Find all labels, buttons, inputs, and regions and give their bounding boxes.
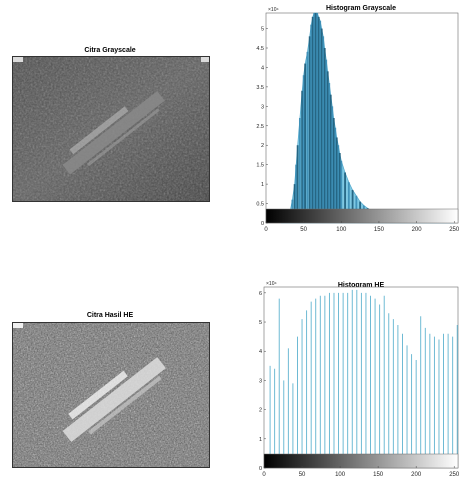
histogram-bar (328, 83, 331, 223)
y-tick-label: 1.5 (256, 163, 264, 169)
histogram-bar (293, 184, 296, 223)
histogram-bar (319, 20, 322, 224)
y-tick-label: 4 (261, 65, 264, 71)
histogram-bar (301, 90, 304, 224)
histogram-bar (296, 145, 299, 223)
histogram-bar (334, 127, 337, 223)
gray-image-panel: Citra Grayscale (0, 0, 230, 247)
histogram-bar (311, 16, 314, 224)
x-tick-label: 200 (411, 472, 422, 478)
chart-grayscale-title: Histogram Grayscale (325, 5, 397, 12)
y-tick-label: 2 (259, 408, 262, 414)
y-tick-label: 4 (259, 349, 262, 355)
histogram-bar (338, 153, 341, 223)
histogram-bar (332, 118, 335, 223)
intensity-colorbar (265, 208, 459, 224)
histogram-bar (304, 63, 307, 223)
he-result-image (12, 322, 210, 468)
y-tick-label: 5 (261, 27, 264, 33)
histogram-bar (316, 13, 319, 223)
gray-image-title: Citra Grayscale (84, 47, 136, 54)
x-tick-label: 100 (336, 227, 347, 233)
y-tick-label: 2.5 (256, 124, 264, 130)
x-tick-label: 150 (373, 472, 384, 478)
he-image-title: Citra Hasil HE (86, 312, 134, 319)
y-tick-label: 1 (259, 437, 262, 443)
histogram-bar (322, 36, 325, 224)
histogram-bar (335, 137, 338, 223)
x-tick-label: 100 (335, 472, 346, 478)
histogram-bar (351, 189, 354, 223)
histogram-bar (306, 51, 309, 224)
y-tick-label: 4.5 (256, 46, 264, 52)
runway-shape-he (62, 357, 166, 443)
histogram-bar (314, 13, 317, 223)
histogram-bar (313, 13, 316, 223)
histogram-bar (347, 182, 350, 223)
y-exponent-label: ×10⁴ (266, 281, 277, 287)
histogram-bar (337, 145, 340, 223)
x-tick-label: 200 (412, 227, 423, 233)
x-tick-label: 0 (264, 227, 268, 233)
runway-shape (62, 91, 165, 175)
histogram-he-chart: 0 50 100 150 200 250 0 1 2 3 4 5 6 ×10⁴ (259, 281, 460, 478)
histogram-bar (320, 28, 323, 223)
x-tick-label: 150 (374, 227, 385, 233)
grayscale-aerial-image (13, 57, 209, 201)
chart-he-panel: Histogram HE 0 50 100 150 200 250 0 1 2 3 4 5 6 ×10⁴ (230, 247, 460, 494)
y-tick-label: 3.5 (256, 85, 264, 91)
y-tick-label: 0.5 (256, 202, 264, 208)
histogram-grayscale-chart: 0 50 100 150 200 250 0 0.5 1 1.5 2 2.5 3 3.5 4 4.5 5 ×10⁴ (256, 7, 460, 233)
histogram-bar (329, 94, 332, 224)
y-tick-label: 5 (259, 320, 262, 326)
x-tick-label: 50 (299, 472, 306, 478)
y-tick-label: 1 (261, 182, 264, 188)
y-tick-label: 2 (261, 143, 264, 149)
y-tick-label: 0 (261, 221, 264, 227)
histogram-bar (317, 16, 320, 224)
histogram-bar (323, 48, 326, 223)
histogram-bar (298, 118, 301, 223)
y-tick-label: 3 (259, 378, 262, 384)
y-tick-label: 0 (259, 466, 262, 472)
histogram-bar (325, 59, 328, 223)
histogram-bar (295, 164, 298, 223)
chart-he-title: Histogram HE (337, 282, 385, 289)
intensity-colorbar (263, 453, 459, 469)
he-image-panel: Citra Hasil HE (0, 247, 230, 494)
histogram-bar (326, 71, 329, 223)
x-tick-label: 250 (449, 227, 460, 233)
he-aerial-image (13, 323, 209, 467)
histogram-bar (340, 160, 343, 223)
x-tick-label: 0 (262, 472, 266, 478)
y-tick-label: 6 (259, 291, 262, 297)
histogram-bar (310, 24, 313, 223)
x-tick-label: 50 (300, 227, 307, 233)
histogram-bar (308, 36, 311, 224)
x-tick-label: 250 (449, 472, 460, 478)
histogram-bar (344, 172, 346, 223)
histogram-bar (331, 106, 334, 223)
histogram-bar (302, 75, 305, 223)
grayscale-image (12, 56, 210, 202)
y-tick-label: 3 (261, 104, 264, 110)
chart-grayscale-panel: Histogram Grayscale 0 50 100 150 200 250 0 0.5 1… (230, 0, 460, 247)
y-exponent-label: ×10⁴ (268, 7, 279, 13)
